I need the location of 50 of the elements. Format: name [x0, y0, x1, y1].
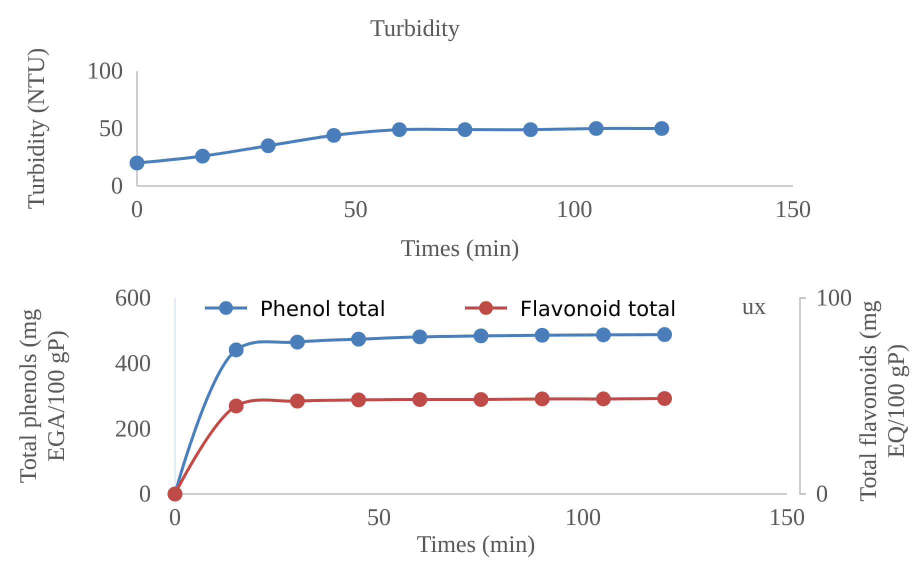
point	[523, 122, 538, 138]
point	[326, 128, 342, 143]
x-tick-label: 50	[344, 197, 368, 224]
x-tick-label: 100	[565, 505, 601, 532]
point	[412, 329, 428, 344]
x-tick-label: 150	[775, 197, 811, 224]
point	[228, 342, 244, 358]
point	[290, 334, 305, 350]
point	[290, 394, 305, 408]
point	[474, 392, 488, 407]
point	[657, 391, 672, 406]
y2-axis-title: Total flavonoids (mg EQ/100 gP)	[856, 300, 910, 502]
y2-tick-label: 100	[816, 286, 852, 312]
point	[351, 392, 366, 408]
y-tick-label: 50	[99, 116, 123, 142]
y-tick-label: 200	[115, 416, 151, 442]
point	[392, 122, 407, 138]
legend-label: Phenol total	[260, 297, 386, 321]
point	[596, 328, 611, 342]
x-axis-title: Times (min)	[416, 532, 536, 558]
y-tick-label: 400	[115, 351, 151, 378]
y-tick-label: 600	[115, 286, 151, 312]
annotation: ux	[742, 294, 766, 320]
point	[534, 392, 550, 406]
y-axis-title: Total phenols (mg EGA/100 gP)	[16, 308, 70, 484]
point	[596, 392, 611, 406]
point	[412, 392, 428, 407]
y-axis-title: Turbidity (NTU)	[24, 48, 50, 210]
x-tick-label: 0	[169, 505, 181, 532]
point	[351, 332, 366, 347]
point	[228, 398, 244, 414]
point	[195, 148, 210, 164]
point	[588, 121, 604, 136]
point	[260, 138, 276, 154]
x-axis-title: Times (min)	[400, 236, 520, 262]
point	[458, 122, 472, 138]
y-tick-label: 0	[139, 482, 151, 508]
chart-title: Turbidity	[370, 16, 460, 42]
y2-tick-label: 0	[816, 482, 828, 508]
point	[474, 328, 488, 344]
y-tick-label: 100	[87, 58, 123, 85]
x-tick-label: 100	[556, 197, 592, 224]
point	[654, 121, 670, 136]
point	[130, 156, 144, 170]
y-tick-label: 0	[111, 174, 123, 200]
point	[534, 328, 550, 343]
point	[657, 327, 672, 342]
legend-label: Flavonoid total	[520, 297, 676, 321]
x-tick-label: 150	[769, 505, 805, 532]
x-tick-label: 50	[367, 505, 391, 532]
